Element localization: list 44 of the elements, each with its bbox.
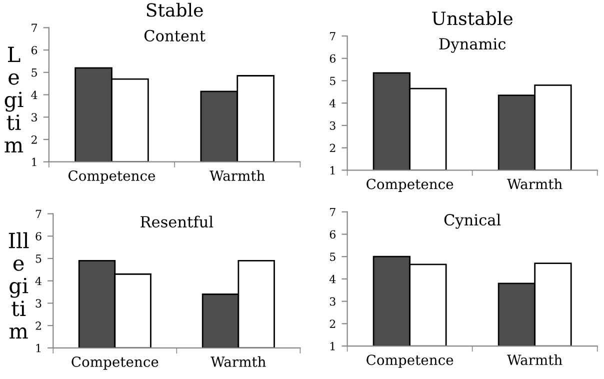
chart-subtitle: Unstable: [432, 11, 512, 26]
y-tick-label: 3: [330, 297, 336, 306]
y-tick-label: 7: [36, 210, 42, 218]
y-tick-label: 2: [330, 144, 336, 152]
y-tick-label: 6: [31, 46, 38, 54]
y-tick-label: 7: [330, 32, 336, 40]
y-tick-label: 4: [31, 90, 38, 99]
x-tick-label: Competence: [68, 170, 156, 184]
y-tick-label: 2: [330, 320, 336, 328]
chart-subtitle: Stable: [146, 2, 203, 17]
y-tick-label: 1: [330, 166, 335, 174]
y-tick-label: 1: [330, 342, 335, 350]
y-tick-label: 7: [32, 24, 38, 32]
y-tick-label: 4: [329, 274, 336, 284]
y-tick-label: 3: [36, 299, 42, 308]
y-tick-label: 2: [31, 135, 37, 144]
y-tick-label: 1: [32, 158, 36, 166]
x-tick-label: Warmth: [210, 356, 266, 368]
y-tick-label: 4: [329, 99, 336, 108]
y-axis-title: Ill e gi ti m: [8, 232, 29, 339]
x-tick-label: Competence: [366, 354, 454, 368]
y-tick-label: 3: [32, 113, 37, 122]
y-tick-label: 1: [36, 344, 40, 352]
y-tick-label: 6: [330, 54, 336, 63]
y-tick-label: 5: [330, 252, 336, 261]
y-tick-label: 5: [330, 76, 336, 86]
y-tick-label: 5: [32, 68, 37, 77]
y-tick-label: 6: [330, 230, 336, 239]
y-tick-label: 4: [35, 276, 42, 286]
y-tick-label: 6: [36, 232, 42, 240]
chart-title: Dynamic: [439, 38, 506, 53]
x-tick-label: Warmth: [507, 354, 562, 366]
y-tick-label: 3: [330, 121, 336, 130]
y-axis-title: L e gi ti m: [4, 46, 24, 152]
y-tick-label: 2: [36, 322, 41, 330]
chart-title: Resentful: [140, 216, 214, 228]
x-tick-label: Warmth: [210, 170, 265, 181]
chart-title: Cynical: [444, 214, 501, 229]
y-tick-label: 5: [36, 254, 42, 263]
x-tick-label: Warmth: [507, 178, 562, 190]
x-tick-label: Competence: [366, 178, 454, 192]
y-tick-label: 7: [330, 208, 336, 216]
x-tick-label: Competence: [72, 356, 158, 370]
chart-title: Content: [144, 30, 206, 42]
